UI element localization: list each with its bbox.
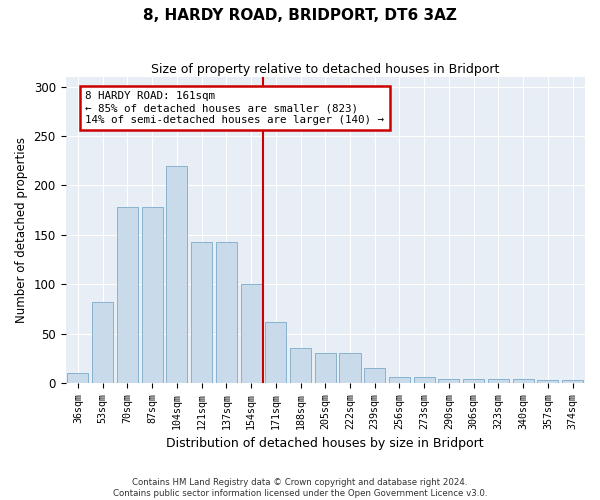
Bar [191,242,212,383]
Bar [117,207,138,383]
Bar [463,379,484,383]
Bar [340,354,361,383]
Text: 8, HARDY ROAD, BRIDPORT, DT6 3AZ: 8, HARDY ROAD, BRIDPORT, DT6 3AZ [143,8,457,22]
Bar [538,380,559,383]
Text: Contains HM Land Registry data © Crown copyright and database right 2024.
Contai: Contains HM Land Registry data © Crown c… [113,478,487,498]
Bar [562,380,583,383]
X-axis label: Distribution of detached houses by size in Bridport: Distribution of detached houses by size … [166,437,484,450]
Bar [92,302,113,383]
Bar [142,207,163,383]
Text: 8 HARDY ROAD: 161sqm
← 85% of detached houses are smaller (823)
14% of semi-deta: 8 HARDY ROAD: 161sqm ← 85% of detached h… [85,92,385,124]
Bar [315,354,336,383]
Bar [241,284,262,383]
Bar [413,377,435,383]
Bar [166,166,187,383]
Bar [67,373,88,383]
Bar [488,379,509,383]
Bar [439,379,460,383]
Bar [290,348,311,383]
Bar [364,368,385,383]
Y-axis label: Number of detached properties: Number of detached properties [15,137,28,323]
Bar [512,379,533,383]
Bar [389,377,410,383]
Title: Size of property relative to detached houses in Bridport: Size of property relative to detached ho… [151,62,499,76]
Bar [216,242,237,383]
Bar [265,322,286,383]
